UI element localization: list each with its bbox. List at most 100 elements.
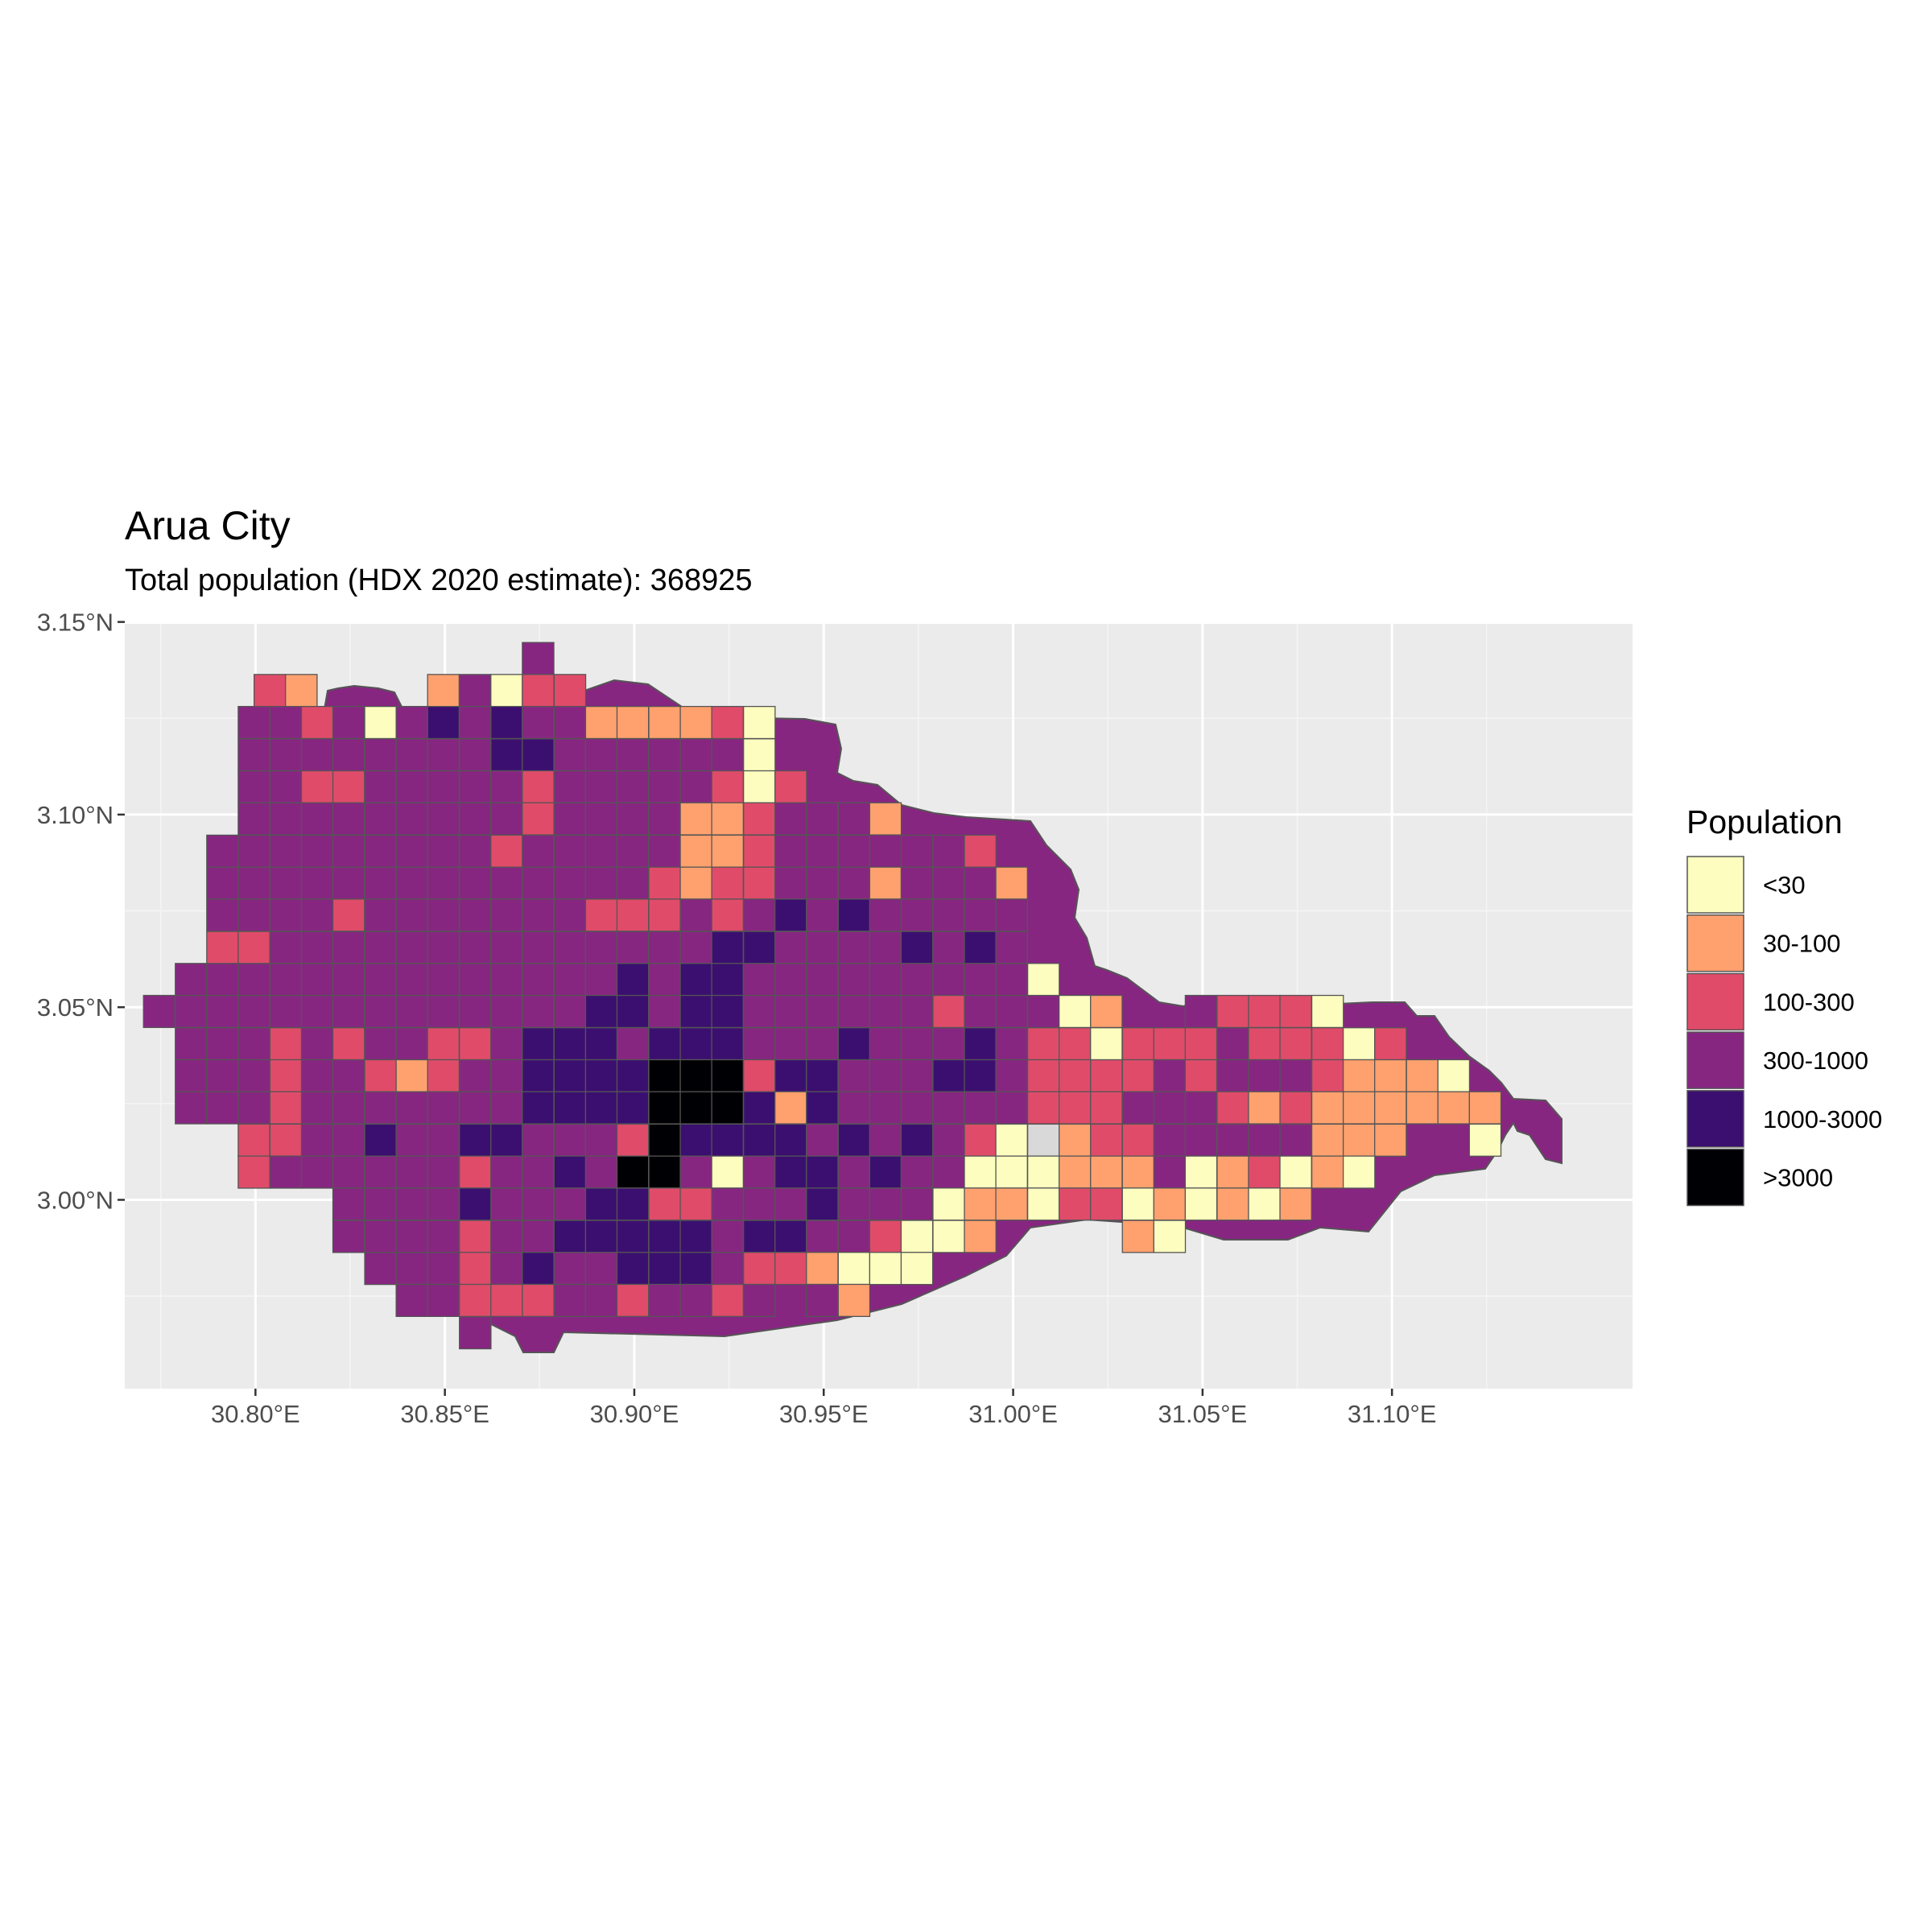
population-cell [1374, 1091, 1407, 1125]
population-cell [774, 834, 807, 868]
population-cell [395, 1220, 428, 1253]
population-cell [1026, 1155, 1060, 1189]
population-cell [395, 866, 428, 900]
population-cell [175, 1059, 208, 1092]
population-cell [679, 1027, 712, 1061]
population-cell [995, 1155, 1028, 1189]
population-cell [364, 1059, 397, 1092]
population-cell [1153, 1059, 1187, 1092]
population-cell [806, 866, 839, 900]
population-cell [459, 931, 492, 964]
population-cells [142, 642, 1502, 1350]
population-cell [427, 705, 460, 740]
population-cell [1184, 1187, 1218, 1221]
population-cell [616, 770, 650, 804]
population-cell [869, 898, 902, 932]
population-cell [553, 1220, 587, 1253]
population-cell [490, 834, 523, 868]
population-cell [1121, 1059, 1155, 1092]
population-cell [175, 963, 208, 997]
population-cell [206, 994, 239, 1029]
population-cell [679, 994, 712, 1029]
population-cell [490, 963, 523, 997]
population-cell [1121, 1027, 1155, 1061]
population-cell [837, 994, 871, 1029]
population-cell [300, 1123, 334, 1157]
population-cell [459, 802, 492, 836]
population-cell [806, 1059, 839, 1092]
population-cell [427, 738, 460, 772]
population-cell [1026, 1091, 1060, 1125]
population-cell [616, 931, 650, 964]
population-cell [269, 1123, 303, 1157]
population-cell [900, 1252, 934, 1286]
population-cell [395, 1091, 428, 1125]
population-cell [837, 1220, 871, 1253]
population-cell [364, 802, 397, 836]
population-cell [237, 1059, 270, 1092]
population-cell [459, 1091, 492, 1125]
population-cell [806, 1220, 839, 1253]
population-cell [932, 931, 965, 964]
legend-label: 1000-3000 [1763, 1105, 1882, 1133]
population-cell [332, 1155, 365, 1189]
population-cell [300, 834, 334, 868]
population-cell [1279, 1091, 1312, 1125]
population-cell [869, 994, 902, 1029]
population-cell [616, 1027, 650, 1061]
population-cell [522, 1123, 555, 1157]
population-cell [900, 1155, 934, 1189]
population-cell [1216, 1187, 1249, 1221]
population-cell [427, 1252, 460, 1286]
population-cell [995, 931, 1028, 964]
population-cell [522, 963, 555, 997]
population-cell [806, 1252, 839, 1286]
population-cell [490, 705, 523, 740]
population-cell [1374, 1059, 1407, 1092]
population-cell [995, 1027, 1028, 1061]
population-cell [711, 1220, 744, 1253]
population-cell [553, 963, 587, 997]
population-cell [616, 963, 650, 997]
population-cell [522, 674, 555, 708]
population-cell [679, 1123, 712, 1157]
population-cell [1374, 1123, 1407, 1157]
population-cell [1342, 1027, 1376, 1061]
population-cell [743, 1123, 776, 1157]
population-cell [932, 834, 965, 868]
population-cell [711, 1155, 744, 1189]
population-cell [490, 1283, 523, 1317]
population-cell [1248, 1027, 1281, 1061]
population-cell [806, 1091, 839, 1125]
population-cell [364, 738, 397, 772]
population-cell [648, 1220, 681, 1253]
population-cell [364, 994, 397, 1029]
population-cell [869, 963, 902, 997]
population-cell [490, 1187, 523, 1221]
x-tick-label: 30.90°E [590, 1400, 679, 1428]
population-cell [1026, 1123, 1060, 1157]
population-cell [679, 1252, 712, 1286]
population-cell [553, 931, 587, 964]
population-cell [364, 866, 397, 900]
population-cell [269, 994, 303, 1029]
legend-swatch [1686, 856, 1744, 914]
y-tick-label: 3.05°N [37, 993, 114, 1022]
axes: 30.80°E 30.85°E 30.90°E 30.95°E 31.00°E 31.05… [37, 609, 1437, 1428]
population-cell [1311, 1059, 1344, 1092]
population-cell [806, 994, 839, 1029]
population-cell [1026, 994, 1060, 1029]
population-cell [743, 705, 776, 740]
population-cell [648, 963, 681, 997]
population-cell [237, 994, 270, 1029]
population-cell [711, 931, 744, 964]
population-cell [679, 738, 712, 772]
y-tick-label: 3.15°N [37, 609, 114, 637]
population-cell [522, 1220, 555, 1253]
population-cell [711, 834, 744, 868]
population-cell [300, 931, 334, 964]
population-cell [490, 1059, 523, 1092]
population-cell [584, 1155, 618, 1189]
population-cell [1184, 1123, 1218, 1157]
population-cell [395, 834, 428, 868]
